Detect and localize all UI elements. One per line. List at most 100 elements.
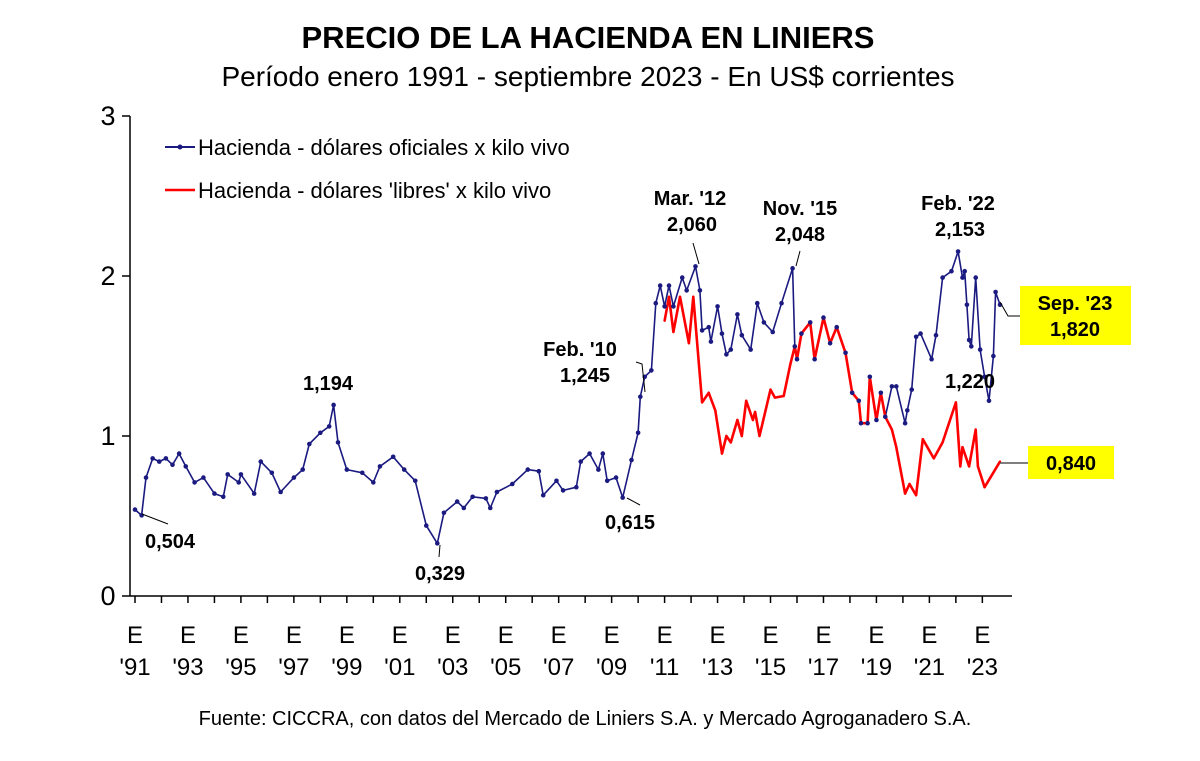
data-point-libre <box>908 482 911 486</box>
data-point-oficial <box>902 420 908 426</box>
x-tick-label-year: '01 <box>384 654 415 681</box>
data-point-oficial <box>715 304 720 309</box>
data-point-oficial <box>697 288 703 293</box>
data-point-oficial <box>918 331 923 336</box>
data-point-oficial <box>201 475 206 480</box>
data-point-oficial <box>176 451 182 456</box>
data-point-oficial <box>949 268 954 274</box>
data-point-oficial <box>638 394 643 400</box>
y-axis-ticks: 0 1 2 3 <box>100 101 130 611</box>
data-point-oficial <box>708 339 714 344</box>
data-point-libre <box>983 486 986 489</box>
annotation-min-2002: 0,329 <box>415 544 465 585</box>
data-point-oficial <box>799 331 804 336</box>
data-point-oficial <box>913 334 919 340</box>
annotation-value: 2,060 <box>667 214 717 236</box>
leader-line <box>999 301 1020 317</box>
x-tick-label-month: E <box>339 622 355 649</box>
y-tick-label: 1 <box>100 421 115 451</box>
data-point-oficial <box>790 266 795 271</box>
data-point-libre <box>725 434 728 438</box>
data-point-oficial <box>867 374 873 380</box>
data-point-oficial <box>821 315 826 320</box>
data-point-oficial <box>483 496 489 501</box>
data-point-libre <box>959 465 962 468</box>
x-tick-label-month: E <box>763 622 779 649</box>
x-tick-label-month: E <box>180 622 196 649</box>
leader-line <box>438 544 441 558</box>
data-point-oficial <box>258 459 264 464</box>
data-point-oficial <box>220 494 226 500</box>
data-point-oficial <box>300 467 306 472</box>
data-point-oficial <box>132 507 138 512</box>
annotation-value: 2,153 <box>935 219 985 241</box>
data-point-oficial <box>657 283 663 288</box>
x-tick-label-month: E <box>868 622 884 649</box>
annotation-text: 1,194 <box>303 373 354 395</box>
x-tick-label-month: E <box>657 622 673 649</box>
data-point-oficial <box>335 440 341 445</box>
x-tick-label-month: E <box>551 622 567 649</box>
data-point-oficial <box>719 331 725 336</box>
data-point-oficial <box>441 510 447 516</box>
legend-label-libre: Hacienda - dólares 'libres' x kilo vivo <box>198 178 551 203</box>
data-point-oficial <box>318 430 323 436</box>
data-point-oficial <box>991 353 996 359</box>
data-point-oficial <box>236 480 242 485</box>
x-tick-label-month: E <box>392 622 408 649</box>
data-point-oficial <box>359 470 365 476</box>
x-tick-label-month: E <box>974 622 990 649</box>
data-point-libre <box>954 401 958 404</box>
data-point-libre <box>687 342 691 345</box>
data-point-libre <box>769 388 772 391</box>
data-point-oficial <box>792 344 798 349</box>
annotation-text: 0,504 <box>145 531 196 553</box>
annotation-min-1991: 0,504 <box>141 513 196 553</box>
x-tick-label-year: '07 <box>543 654 574 681</box>
data-point-oficial <box>536 468 542 474</box>
data-point-oficial <box>693 264 698 269</box>
data-point-libre <box>700 401 704 404</box>
data-point-oficial <box>192 480 197 485</box>
leader-line <box>795 250 801 267</box>
data-point-oficial <box>929 356 934 362</box>
data-point-oficial <box>212 491 217 496</box>
data-point-oficial <box>307 441 312 447</box>
data-point-libre <box>921 438 924 441</box>
data-point-oficial <box>874 417 879 423</box>
annotation-text: 0,840 <box>1046 453 1096 475</box>
data-point-oficial <box>706 324 712 330</box>
x-tick-label-year: '05 <box>490 654 521 681</box>
annotation-title: Feb. '22 <box>921 193 995 215</box>
data-point-libre <box>672 330 675 334</box>
series-line-libre <box>663 295 1002 497</box>
highlight-box <box>1028 446 1114 479</box>
data-point-oficial <box>993 289 998 295</box>
annotation-text: 0,615 <box>605 512 655 534</box>
data-point-libre <box>789 362 792 366</box>
annotation-sep-2023-libre: 0,840 <box>1000 446 1114 479</box>
data-point-oficial <box>139 513 144 518</box>
data-point-oficial <box>435 541 440 546</box>
x-tick-label-year: '95 <box>225 654 256 681</box>
data-point-libre <box>976 465 980 468</box>
data-point-oficial <box>955 249 961 254</box>
data-point-oficial <box>728 347 734 352</box>
data-point-oficial <box>150 456 155 461</box>
data-point-oficial <box>812 356 817 362</box>
data-point-oficial <box>969 344 974 349</box>
data-point-oficial <box>933 332 939 338</box>
data-point-oficial <box>843 350 848 356</box>
data-point-oficial <box>735 312 740 317</box>
data-point-oficial <box>600 451 606 456</box>
data-point-oficial <box>960 275 965 280</box>
legend-marker-oficial <box>177 144 183 150</box>
leader-line <box>635 361 646 393</box>
data-point-libre <box>773 396 777 399</box>
data-point-oficial <box>620 495 625 500</box>
x-tick-label-month: E <box>604 622 620 649</box>
legend-label-oficial: Hacienda - dólares oficiales x kilo vivo <box>198 135 570 160</box>
legend: Hacienda - dólares oficiales x kilo vivo… <box>165 135 570 203</box>
leader-line <box>626 497 641 506</box>
data-point-oficial <box>251 491 257 496</box>
